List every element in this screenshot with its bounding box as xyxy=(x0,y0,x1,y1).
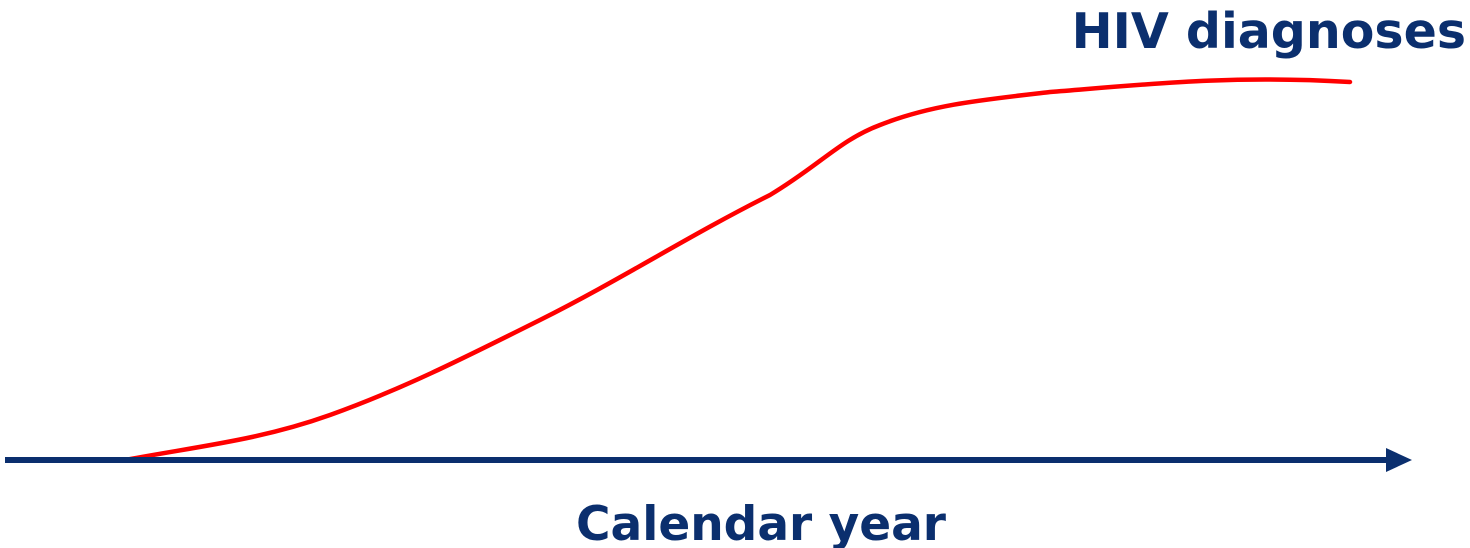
x-axis-label: Calendar year xyxy=(576,497,947,548)
curve-label: HIV diagnoses xyxy=(1072,3,1466,60)
x-axis-arrowhead xyxy=(1386,448,1412,472)
trend-curve xyxy=(122,77,1353,463)
